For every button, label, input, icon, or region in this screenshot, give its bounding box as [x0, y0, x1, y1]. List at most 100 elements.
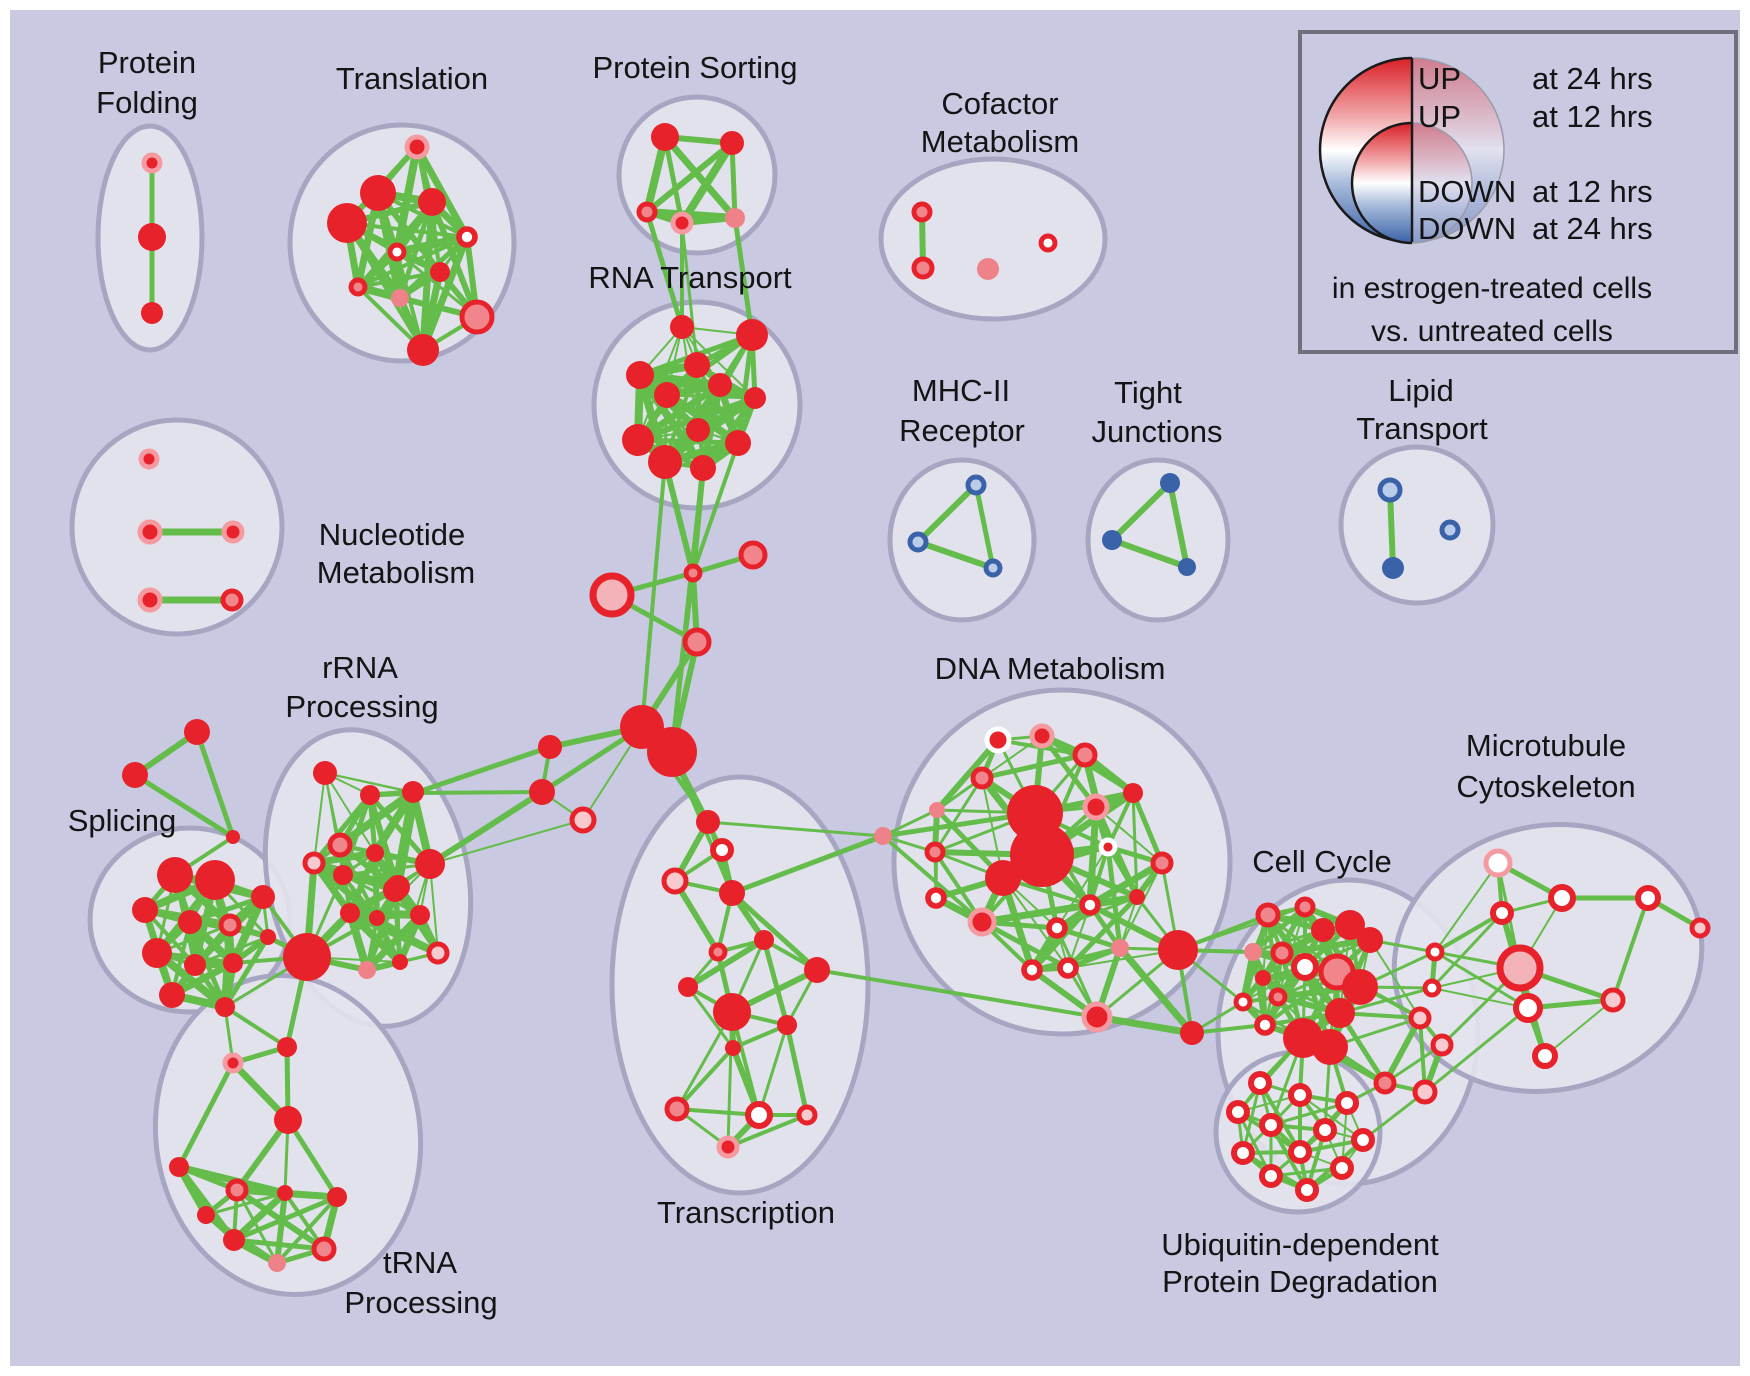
- gene-node-rrna-processing: [302, 851, 326, 875]
- edge-intercluster: [412, 744, 553, 796]
- gene-node-ubiquitin-degradation: [1335, 1091, 1359, 1115]
- gene-node-microtubule-cytoskeleton: [1425, 942, 1445, 962]
- gene-node-transcription: [777, 1015, 797, 1035]
- edge-microtubule-cytoskeleton: [1430, 911, 1504, 990]
- edge-translation: [393, 233, 471, 256]
- edge-transcription: [672, 878, 721, 955]
- gene-node-cell-cycle: [1373, 1071, 1397, 1095]
- gene-node-cell-cycle: [1268, 987, 1288, 1007]
- gene-node-transcription: [719, 880, 745, 906]
- gene-node-translation: [391, 289, 409, 307]
- edge-dna-metabolism: [934, 737, 1001, 813]
- edge-trna-processing: [285, 1117, 340, 1200]
- edge-intercluster: [223, 1005, 289, 1049]
- edge-cell-cycle: [1251, 928, 1325, 954]
- gene-node-ubiquitin-degradation: [1330, 1156, 1354, 1180]
- cluster-label-trna-processing: Processing: [344, 1285, 497, 1320]
- cluster-label-mhc-ii-receptor: Receptor: [899, 413, 1025, 448]
- gene-node-dna-metabolism: [1079, 894, 1101, 916]
- edge-rrna-processing: [394, 789, 419, 891]
- gene-node-dna-metabolism: [1123, 783, 1143, 803]
- gene-node-dna-metabolism: [1098, 837, 1118, 857]
- edge-dna-metabolism: [1106, 845, 1139, 899]
- cluster-label-cell-cycle: Cell Cycle: [1252, 844, 1392, 879]
- cluster-label-protein-folding: Protein: [98, 45, 196, 80]
- edge-transcription: [757, 1023, 789, 1117]
- gene-node-splicing: [142, 938, 172, 968]
- edge-rna-transport: [700, 395, 758, 471]
- gene-node-translation: [327, 203, 367, 243]
- gene-node-trna-processing: [327, 1187, 347, 1207]
- edge-cell-cycle: [1369, 939, 1421, 1019]
- cluster-label-transcription: Transcription: [657, 1195, 835, 1230]
- edge-trna-processing: [275, 1195, 339, 1265]
- cluster-label-nucleotide-metabolism: Metabolism: [317, 555, 476, 590]
- gene-node-transcription: [745, 1101, 773, 1129]
- gene-node-dna-metabolism: [1010, 823, 1074, 887]
- gene-node-cell-cycle: [1291, 953, 1319, 981]
- gene-node-rrna-processing: [386, 875, 410, 899]
- gene-node-cofactor-metabolism: [911, 201, 933, 223]
- legend-inner-circle-icon-outline: [1350, 121, 1413, 245]
- gene-node-transcription: [678, 977, 698, 997]
- gene-node-nucleotide-metabolism: [221, 520, 245, 544]
- edge-intercluster: [1423, 1006, 1530, 1094]
- gene-node-spine: [682, 627, 712, 657]
- gene-node-microtubule-cytoskeleton: [1689, 917, 1711, 939]
- gene-node-cell-cycle: [1342, 969, 1378, 1005]
- cluster-label-lipid-transport: Transport: [1356, 411, 1488, 446]
- gene-node-rrna-processing: [333, 865, 353, 885]
- cluster-label-tight-junctions: Tight: [1114, 375, 1182, 410]
- gene-node-translation: [418, 188, 446, 216]
- gene-node-microtubule-cytoskeleton: [1490, 901, 1514, 925]
- gene-node-spine: [569, 806, 597, 834]
- gene-node-rrna-processing: [313, 761, 337, 785]
- gene-node-ubiquitin-degradation: [1259, 1164, 1283, 1188]
- gene-node-trna-processing: [223, 1229, 245, 1251]
- edge-bridge-triangle: [194, 729, 236, 840]
- edge-mhc-ii-receptor: [915, 539, 996, 571]
- gene-node-rna-transport: [708, 373, 732, 397]
- gene-node-protein-folding: [138, 223, 166, 251]
- edge-rrna-processing: [372, 850, 380, 921]
- gene-node-spine: [538, 735, 562, 759]
- gene-node-trna-processing: [277, 1185, 293, 1201]
- gene-node-trna-processing: [277, 1037, 297, 1057]
- gene-node-rna-transport: [744, 387, 766, 409]
- cluster-ellipse-mhc-ii-receptor: [887, 457, 1037, 623]
- gene-node-cell-cycle: [1325, 998, 1355, 1028]
- edge-rna-transport: [637, 326, 683, 441]
- gene-node-splicing: [218, 913, 242, 937]
- gene-node-dna-metabolism: [1082, 793, 1110, 821]
- gene-node-transcription: [713, 993, 751, 1031]
- cluster-label-ubiquitin-degradation: Ubiquitin-dependent: [1161, 1227, 1439, 1262]
- gene-node-cell-cycle: [1294, 896, 1316, 918]
- edge-intercluster: [427, 789, 545, 867]
- gene-node-cell-cycle: [1233, 992, 1253, 1012]
- edge-protein-sorting: [661, 133, 739, 222]
- gene-node-microtubule-cytoskeleton: [1513, 993, 1543, 1023]
- gene-node-spine: [874, 827, 892, 845]
- edge-intercluster: [640, 460, 667, 729]
- cluster-label-microtubule-cytoskeleton: Cytoskeleton: [1456, 769, 1635, 804]
- gene-node-translation: [404, 134, 430, 160]
- edge-intercluster: [662, 459, 696, 576]
- cluster-label-splicing: Splicing: [68, 803, 177, 838]
- edge-dna-metabolism: [1095, 806, 1163, 864]
- edge-rrna-processing: [338, 791, 417, 847]
- edge-dna-metabolism: [933, 776, 984, 854]
- gene-node-trna-processing: [197, 1206, 215, 1224]
- gene-node-cofactor-metabolism: [911, 256, 935, 280]
- edge-intercluster: [680, 221, 699, 367]
- gene-node-mhc-ii-receptor: [907, 531, 929, 553]
- gene-node-dna-metabolism: [1046, 917, 1068, 939]
- edge-intercluster: [429, 819, 584, 865]
- gene-node-splicing: [157, 857, 193, 893]
- gene-node-translation: [456, 226, 478, 248]
- gene-node-cell-cycle: [1311, 918, 1335, 942]
- edge-intercluster: [1177, 906, 1306, 951]
- gene-node-protein-sorting: [651, 123, 679, 151]
- gene-node-rna-transport: [626, 361, 654, 389]
- edge-rna-transport: [735, 332, 755, 446]
- gene-node-bridge-triangle: [226, 830, 240, 844]
